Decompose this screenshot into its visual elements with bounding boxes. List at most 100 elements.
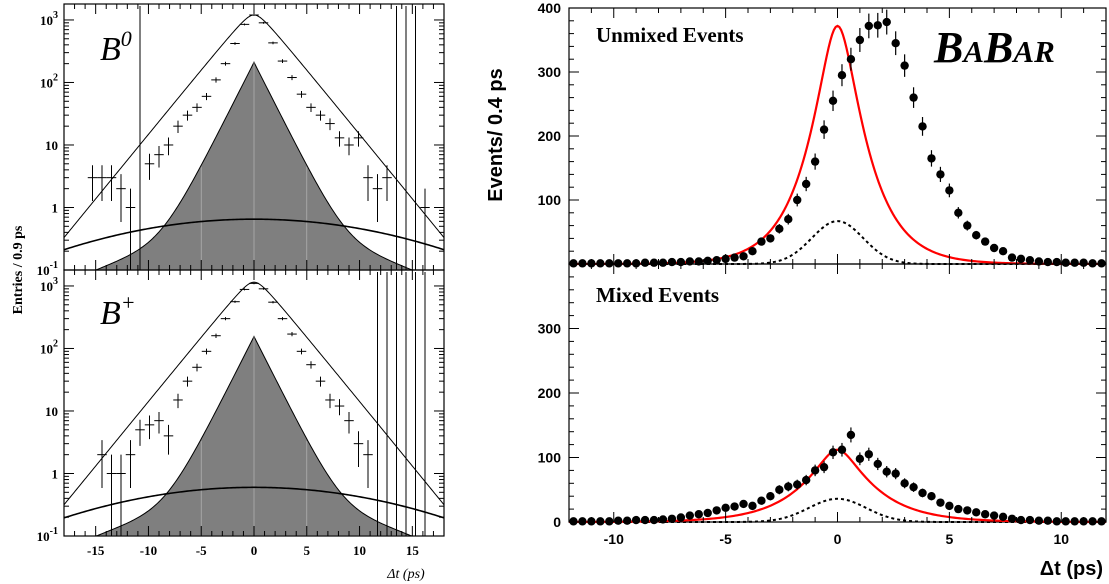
data-point [306, 103, 316, 113]
marker [614, 259, 623, 268]
data-point [277, 317, 288, 321]
marker [649, 515, 659, 525]
marker [793, 195, 802, 205]
data-point [963, 220, 972, 231]
data-point [258, 287, 269, 290]
y-tick-label: 1 [52, 466, 59, 481]
data-point [1016, 254, 1026, 264]
data-point [963, 506, 972, 515]
data-point [1088, 517, 1097, 526]
y-tick-label: 300 [538, 64, 562, 80]
background-curve [63, 218, 445, 251]
marker [963, 506, 972, 515]
left-x-axis-label: Δt (ps) [386, 567, 425, 582]
total-fit-curve [63, 281, 445, 506]
marker [989, 511, 999, 520]
data-point [658, 515, 668, 524]
data-point [325, 118, 335, 131]
marker [748, 501, 757, 511]
marker [775, 485, 784, 494]
data-point [936, 166, 945, 182]
right-y-axis-label: Events/ 0.4 ps [485, 68, 507, 201]
marker [828, 96, 838, 106]
data-point [306, 361, 316, 369]
marker [998, 247, 1008, 256]
data-point [837, 442, 847, 457]
data-point [315, 110, 326, 121]
data-point [918, 117, 927, 136]
y-tick-label: 100 [538, 450, 562, 466]
data-point [721, 503, 730, 513]
data-point [819, 461, 829, 474]
data-point [173, 393, 183, 409]
data-point [891, 468, 900, 480]
marker [873, 459, 882, 469]
data-point [363, 165, 373, 202]
marker [1025, 255, 1035, 265]
marker [900, 479, 909, 488]
marker [900, 61, 909, 70]
marker [945, 501, 954, 511]
marker [703, 508, 712, 518]
y-tick-label: 102 [40, 72, 58, 90]
data-point [605, 517, 614, 526]
data-point [230, 300, 240, 303]
x-tick-label: -10 [604, 531, 624, 547]
marker [667, 514, 677, 523]
data-point [640, 258, 650, 267]
data-point [1061, 517, 1070, 526]
marker [578, 517, 587, 526]
y-tick-label: 0 [553, 514, 561, 530]
marker [819, 462, 829, 472]
marker [909, 93, 918, 102]
marker [1025, 515, 1035, 525]
data-point [353, 431, 364, 468]
y-tick-label: 200 [538, 385, 562, 401]
data-point [239, 23, 250, 26]
marker [569, 517, 578, 526]
data-point [712, 255, 721, 265]
marker [945, 186, 954, 195]
marker [891, 39, 900, 48]
data-point [649, 258, 659, 267]
marker [998, 512, 1008, 522]
y-tick-label: 10 [45, 138, 58, 153]
marker [927, 154, 936, 163]
data-point [667, 257, 677, 267]
marker [784, 482, 793, 491]
data-point [182, 376, 193, 387]
data-point [739, 252, 748, 261]
data-point [837, 64, 847, 87]
x-tick-label: 15 [406, 543, 420, 558]
marker [864, 21, 874, 31]
data-point [757, 496, 766, 505]
data-point [382, 165, 392, 202]
marker [1007, 253, 1017, 262]
data-point [614, 259, 623, 268]
b0-title: B0 [100, 26, 132, 68]
marker [1088, 259, 1097, 268]
marker [1052, 517, 1061, 526]
data-point [220, 61, 231, 66]
data-point [1052, 257, 1061, 267]
data-point [363, 440, 373, 489]
marker [775, 224, 784, 233]
data-point [855, 28, 865, 52]
data-point [828, 445, 838, 460]
data-point [989, 511, 999, 520]
data-point [703, 508, 712, 518]
data-point [766, 234, 775, 243]
data-point [730, 253, 739, 262]
data-point [154, 145, 164, 168]
y-tick-label: 10-1 [37, 260, 58, 278]
data-point [864, 447, 874, 461]
data-point [945, 501, 954, 511]
y-tick-label: 103 [40, 10, 58, 28]
marker [864, 450, 874, 459]
data-point [296, 348, 307, 355]
marker [793, 480, 802, 489]
left-y-axis-label: Entries / 0.9 ps [11, 225, 26, 314]
y-tick-label: 100 [538, 192, 562, 208]
marker [739, 252, 748, 261]
